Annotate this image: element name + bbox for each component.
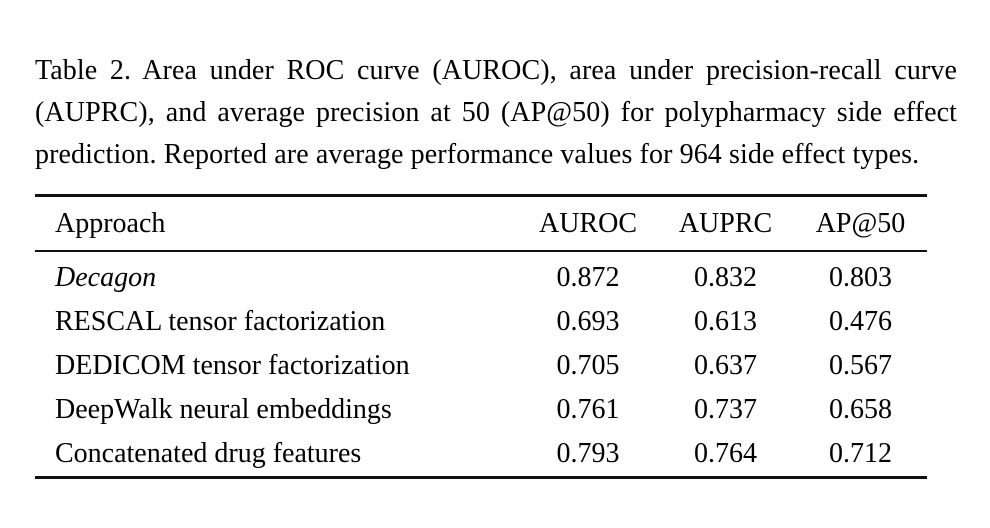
table-row: RESCAL tensor factorization 0.693 0.613 … [35,300,927,344]
auprc-cell: 0.764 [694,438,757,469]
col-header-auprc: AUPRC [657,195,794,252]
auroc-cell: 0.705 [556,350,620,381]
col-header-approach: Approach [35,195,519,252]
table-caption: Table 2. Area under ROC curve (AUROC), a… [35,55,957,170]
approach-cell: Decagon [55,262,157,293]
auroc-cell: 0.872 [556,262,620,293]
table-row: DeepWalk neural embeddings 0.761 0.737 0… [35,388,927,432]
approach-cell: DeepWalk neural embeddings [55,394,392,425]
auroc-cell: 0.693 [556,306,620,337]
approach-cell: Concatenated drug features [55,438,362,469]
ap50-cell: 0.567 [829,350,892,381]
col-header-auroc: AUROC [519,195,657,252]
auroc-cell: 0.761 [556,394,620,425]
auprc-cell: 0.832 [694,262,757,293]
auprc-cell: 0.737 [694,394,757,425]
table-row: Concatenated drug features 0.793 0.764 0… [35,432,927,478]
table-header-row: Approach AUROC AUPRC AP@50 [35,195,927,252]
ap50-cell: 0.658 [829,394,892,425]
auprc-cell: 0.637 [694,350,757,381]
auprc-cell: 0.613 [694,306,757,337]
results-table: Approach AUROC AUPRC AP@50 Decagon 0.872… [35,194,927,479]
approach-cell: DEDICOM tensor factorization [55,350,410,381]
ap50-cell: 0.476 [829,306,892,337]
col-header-ap50: AP@50 [794,195,927,252]
ap50-cell: 0.712 [829,438,892,469]
table-row: DEDICOM tensor factorization 0.705 0.637… [35,344,927,388]
table-row: Decagon 0.872 0.832 0.803 [35,251,927,300]
ap50-cell: 0.803 [829,262,892,293]
approach-cell: RESCAL tensor factorization [55,306,386,337]
auroc-cell: 0.793 [556,438,620,469]
